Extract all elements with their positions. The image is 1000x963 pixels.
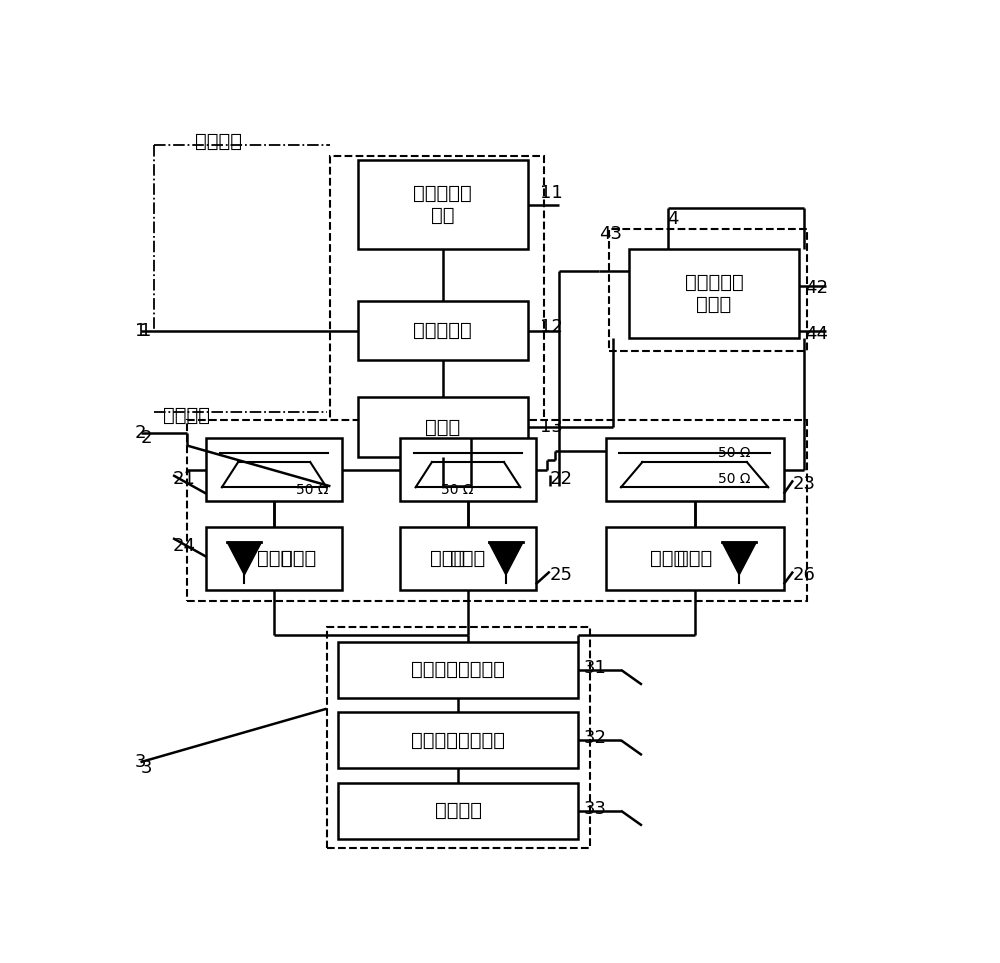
Text: 50 Ω: 50 Ω xyxy=(296,482,328,497)
Text: 33: 33 xyxy=(584,800,607,818)
Bar xyxy=(400,438,536,501)
Bar xyxy=(358,160,528,249)
Polygon shape xyxy=(489,542,523,575)
Text: 参考信号发
生器: 参考信号发 生器 xyxy=(413,184,472,225)
Text: 44: 44 xyxy=(805,325,828,343)
Bar xyxy=(338,783,578,839)
Text: 检波器: 检波器 xyxy=(281,549,316,568)
Text: 2: 2 xyxy=(135,424,147,442)
Text: 检波器: 检波器 xyxy=(257,549,292,568)
Text: 检波器: 检波器 xyxy=(430,549,465,568)
Text: 3: 3 xyxy=(135,753,147,771)
Text: 24: 24 xyxy=(173,536,196,555)
Text: 显示模块: 显示模块 xyxy=(435,801,482,820)
Bar xyxy=(338,642,578,697)
Text: 50 Ω: 50 Ω xyxy=(718,472,750,486)
Text: 50 Ω: 50 Ω xyxy=(718,446,750,460)
Bar xyxy=(629,249,799,338)
Bar xyxy=(400,527,536,590)
Text: 2: 2 xyxy=(140,429,152,447)
Text: 26: 26 xyxy=(793,566,816,585)
Polygon shape xyxy=(722,542,756,575)
Text: 检波器: 检波器 xyxy=(450,549,486,568)
Text: 23: 23 xyxy=(793,475,816,493)
Text: 锁相环: 锁相环 xyxy=(425,418,460,436)
Bar xyxy=(606,527,784,590)
Text: 第一数据处理单元: 第一数据处理单元 xyxy=(411,661,505,679)
Text: 43: 43 xyxy=(599,225,622,244)
Text: 13: 13 xyxy=(540,418,562,436)
Text: 50 Ω: 50 Ω xyxy=(441,482,473,497)
Text: 21: 21 xyxy=(173,470,196,488)
Bar xyxy=(326,627,590,848)
Text: 3: 3 xyxy=(140,759,152,777)
Text: 检波器: 检波器 xyxy=(650,549,686,568)
Text: 相同时序: 相同时序 xyxy=(164,406,210,426)
Text: 31: 31 xyxy=(584,659,607,677)
Text: 压控振荡器: 压控振荡器 xyxy=(413,321,472,340)
Bar xyxy=(358,300,528,360)
Text: 1: 1 xyxy=(140,322,152,340)
Text: 22: 22 xyxy=(550,470,573,488)
Text: 1: 1 xyxy=(135,322,146,340)
Text: 检波器: 检波器 xyxy=(677,549,712,568)
Bar xyxy=(206,438,342,501)
Text: 第二数据处理单元: 第二数据处理单元 xyxy=(411,731,505,750)
Text: 25: 25 xyxy=(550,566,573,585)
Text: 42: 42 xyxy=(805,278,828,297)
Bar xyxy=(609,229,807,351)
Bar xyxy=(606,438,784,501)
Bar xyxy=(187,420,807,601)
Text: 相同时序: 相同时序 xyxy=(194,132,242,151)
Text: 12: 12 xyxy=(540,318,562,336)
Bar xyxy=(330,156,544,468)
Polygon shape xyxy=(227,542,261,575)
Text: 11: 11 xyxy=(540,185,562,202)
Bar xyxy=(206,527,342,590)
Text: 4: 4 xyxy=(668,210,679,228)
Text: 32: 32 xyxy=(584,729,607,747)
Bar xyxy=(338,713,578,768)
Bar xyxy=(358,398,528,456)
Text: 双端口微波
传感器: 双端口微波 传感器 xyxy=(685,273,743,314)
